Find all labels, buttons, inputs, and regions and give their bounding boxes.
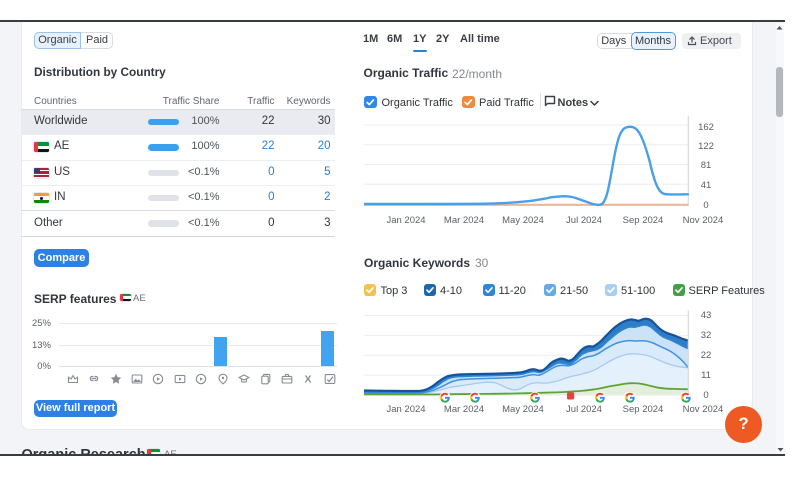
svg-text:X: X [305, 374, 312, 386]
